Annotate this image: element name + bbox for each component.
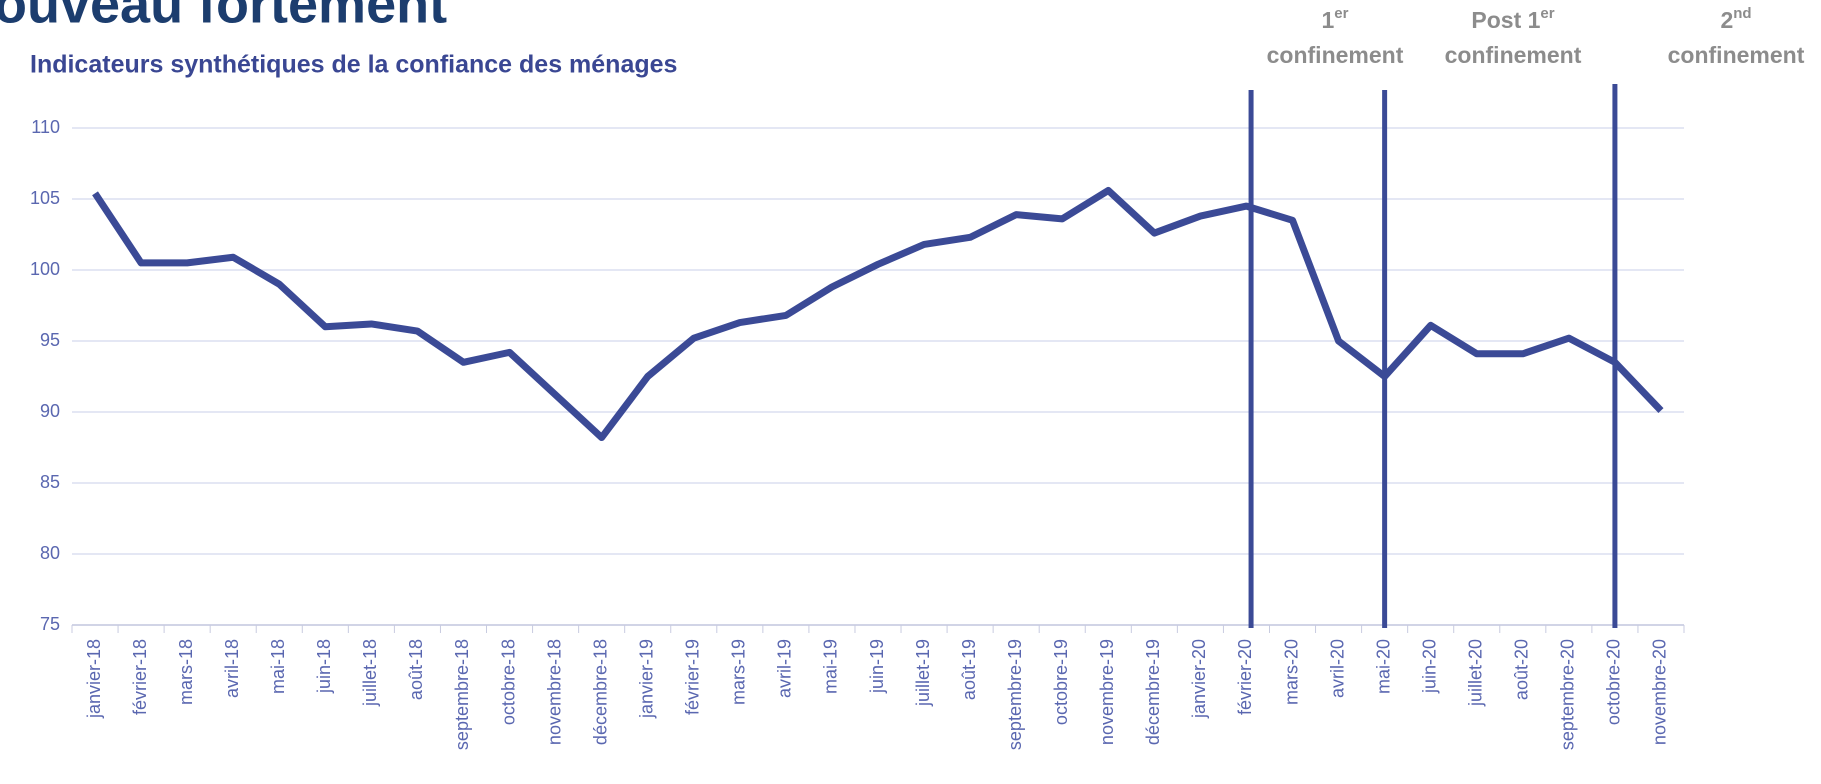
annotation-sup: er: [1540, 5, 1554, 22]
x-tick-label: avril-19: [775, 639, 795, 698]
x-tick-label: mai-20: [1373, 639, 1393, 694]
x-tick-label: mai-19: [821, 639, 841, 694]
annotation-word: confinement: [1668, 42, 1805, 68]
x-tick-label: septembre-19: [1005, 639, 1025, 750]
x-tick-label: octobre-18: [498, 639, 518, 725]
x-tick-label: mai-18: [268, 639, 288, 694]
y-tick-label: 100: [30, 259, 60, 279]
x-tick-label: août-20: [1512, 639, 1532, 700]
annotation-number: Post 1: [1471, 7, 1540, 33]
annotation: 2nd: [1720, 5, 1751, 33]
x-tick-label: janvier-19: [636, 639, 656, 719]
x-tick-label: novembre-18: [544, 639, 564, 745]
x-tick-label: juin-18: [314, 639, 334, 694]
y-tick-label: 95: [40, 330, 60, 350]
x-tick-label: avril-18: [222, 639, 242, 698]
x-tick-label: juin-19: [867, 639, 887, 694]
x-tick-label: juillet-19: [913, 639, 933, 707]
annotation-word: confinement: [1445, 42, 1582, 68]
y-tick-label: 75: [40, 614, 60, 634]
y-tick-label: 85: [40, 472, 60, 492]
annotation-number: 2: [1720, 7, 1733, 33]
chart-subtitle: Indicateurs synthétiques de la confiance…: [30, 51, 677, 79]
x-tick-label: juillet-20: [1465, 639, 1485, 707]
annotation-word: confinement: [1267, 42, 1404, 68]
x-tick-label: avril-20: [1327, 639, 1347, 698]
x-tick-label: novembre-20: [1650, 639, 1670, 745]
y-tick-label: 90: [40, 401, 60, 421]
x-tick-label: août-19: [959, 639, 979, 700]
x-tick-label: février-20: [1235, 639, 1255, 715]
annotation-number: 1: [1322, 7, 1335, 33]
annotation-sup: nd: [1733, 5, 1751, 22]
x-tick-label: novembre-19: [1097, 639, 1117, 745]
x-tick-label: juin-20: [1419, 639, 1439, 694]
x-tick-label: décembre-19: [1143, 639, 1163, 745]
chart-title: ouveau fortement: [0, 0, 447, 34]
annotation: Post 1er: [1471, 5, 1554, 33]
x-tick-label: février-19: [683, 639, 703, 715]
x-tick-label: septembre-18: [452, 639, 472, 750]
x-tick-label: mars-19: [729, 639, 749, 705]
y-tick-label: 110: [31, 117, 60, 137]
x-tick-label: septembre-20: [1558, 639, 1578, 750]
x-tick-label: mars-20: [1281, 639, 1301, 705]
x-tick-label: janvier-18: [84, 639, 104, 719]
y-tick-label: 80: [40, 543, 60, 563]
y-tick-label: 105: [30, 188, 60, 208]
annotation: 1er: [1322, 5, 1349, 33]
x-tick-label: février-18: [130, 639, 150, 715]
x-tick-label: janvier-20: [1189, 639, 1209, 719]
x-tick-label: juillet-18: [360, 639, 380, 707]
x-tick-label: mars-18: [176, 639, 196, 705]
x-tick-label: décembre-18: [590, 639, 610, 745]
x-tick-label: août-18: [406, 639, 426, 700]
annotation-sup: er: [1334, 5, 1348, 22]
x-tick-label: octobre-19: [1051, 639, 1071, 725]
line-series: [92, 186, 1664, 442]
x-tick-label: octobre-20: [1604, 639, 1624, 725]
